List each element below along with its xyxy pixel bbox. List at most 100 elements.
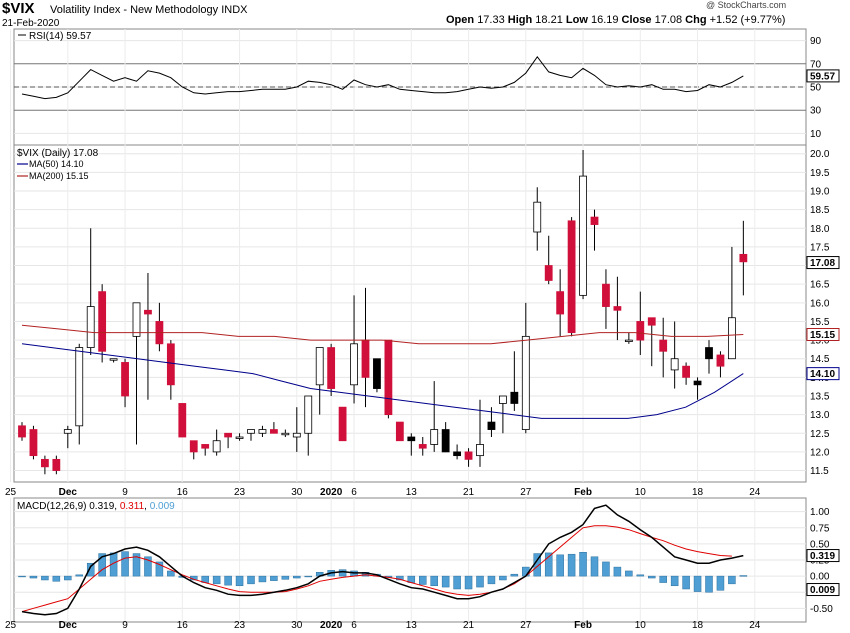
candle-body [166, 343, 175, 386]
macd-histogram-bar [41, 575, 49, 581]
ma200-line [21, 324, 744, 345]
x-tick-label: 21 [463, 487, 475, 498]
candle-body [636, 321, 645, 341]
macd-tick-label: -0.50 [810, 604, 833, 615]
chart-date: 21-Feb-2020 [2, 18, 60, 29]
last-price-label: 17.08 [806, 256, 840, 270]
macd-histogram-bar [499, 575, 507, 581]
candle-body [189, 440, 198, 453]
macd-histogram-bar [625, 570, 633, 577]
x-tick-label-bottom: 13 [406, 620, 418, 631]
macd-histogram-bar [121, 551, 129, 577]
candle-body [86, 306, 95, 348]
candle-body [498, 395, 507, 404]
candle-body [533, 201, 542, 233]
macd-histogram-bar [212, 575, 221, 585]
rsi-tick-label: 70 [810, 59, 822, 70]
macd-histogram-bar [659, 575, 667, 583]
x-tick-label: 13 [406, 487, 418, 498]
candle-body [510, 391, 519, 404]
open-value: 17.33 [477, 14, 505, 26]
candle-body [41, 458, 49, 468]
candle-body [98, 291, 107, 352]
macd-last-label: 0.319 [806, 549, 840, 563]
macd-histogram-bar [64, 575, 72, 581]
rsi-last-label-box [806, 69, 840, 83]
x-tick-label: 24 [749, 487, 761, 498]
price-tick-label: 15.0 [810, 336, 830, 347]
candle-body [659, 339, 668, 352]
price-tick-label: 15.5 [810, 317, 830, 328]
x-tick-label-bottom: 18 [692, 620, 704, 631]
macd-histogram-bar [544, 552, 553, 577]
chg-value: +1.52 (+9.77%) [709, 14, 786, 26]
macd-histogram-bar [258, 575, 267, 583]
macd-histogram-bar [293, 575, 301, 579]
macd-histogram-bar [155, 561, 164, 577]
candle-body [144, 309, 152, 315]
x-tick-label: 10 [635, 487, 647, 498]
candle-body [235, 436, 244, 439]
price-tick-label: 11.5 [810, 466, 829, 477]
candle-body [178, 403, 187, 438]
macd-tick-label: 0.00 [810, 572, 830, 583]
rsi-legend-text: RSI(14) 59.57 [29, 31, 92, 42]
price-legend: $VIX (Daily) 17.08 MA(50) 14.10 MA(200) … [17, 148, 99, 181]
x-tick-label: 23 [234, 487, 246, 498]
x-tick-label-bottom: 6 [351, 620, 357, 631]
x-tick-label: 9 [122, 487, 128, 498]
macd-histogram-bar [224, 575, 232, 586]
macd-histogram-bar [281, 575, 290, 580]
macd-histogram-bar [567, 553, 576, 577]
x-tick-label: 30 [291, 487, 303, 498]
candle-body [315, 347, 324, 386]
macd-tick-label: 1.00 [810, 507, 830, 518]
price-tick-label: 18.5 [810, 205, 830, 216]
candle-body [579, 175, 587, 296]
rsi-last-label-text: 59.57 [810, 71, 835, 82]
low-label: Low [565, 14, 588, 26]
ma50-price-label-text: 14.10 [810, 369, 835, 380]
macd-histogram-bar [705, 575, 713, 593]
macd-histogram-bar [579, 552, 587, 577]
macd-legend-prefix: MACD(12,26,9) [17, 501, 86, 512]
candle-body [693, 380, 702, 386]
macd-histogram-bar [270, 575, 278, 581]
ma200-price-label-text: 15.15 [810, 330, 835, 341]
last-price-label-text: 17.08 [810, 258, 835, 269]
x-tick-label-bottom: 10 [635, 620, 647, 631]
candle-body [52, 458, 61, 471]
candle-body [453, 451, 462, 457]
candle-body [602, 283, 610, 307]
macd-histogram-bar [396, 575, 404, 581]
macd-histogram-bar [167, 570, 175, 577]
macd-hist-label: 0.009 [806, 583, 840, 597]
macd-legend-macd: 0.319 [89, 501, 114, 512]
ma50-price-label: 14.10 [806, 367, 840, 381]
macd-histogram-bar [304, 575, 312, 578]
candle-body [338, 406, 347, 442]
x-tick-label: 6 [351, 487, 357, 498]
x-tick-label: Dec [59, 487, 78, 498]
rsi-legend: RSI(14) 59.57 [18, 31, 92, 42]
macd-histogram-bar [419, 575, 427, 585]
macd-histogram-bar [132, 553, 141, 577]
x-tick-label-bottom: 27 [520, 620, 532, 631]
candle-body [292, 432, 301, 438]
x-tick-label: 25 [5, 487, 17, 498]
x-tick-label-bottom: Dec [59, 620, 78, 631]
x-tick-label-bottom: 2020 [320, 620, 343, 631]
price-tick-label: 13.0 [810, 410, 830, 421]
high-value: 18.21 [535, 14, 563, 26]
x-tick-label-bottom: 24 [749, 620, 761, 631]
low-value: 16.19 [590, 14, 619, 26]
macd-histogram-bar [648, 575, 656, 579]
candle-body [281, 432, 290, 436]
macd-histogram-bar [716, 575, 725, 591]
symbol-description: Volatility Index - New Methodology INDX [50, 4, 248, 16]
macd-histogram-bar [98, 553, 106, 577]
macd-tick-label: 0.75 [810, 523, 830, 534]
candle-body [121, 362, 129, 397]
macd-legend: MACD(12,26,9) 0.319, 0.311, 0.009 [17, 501, 175, 512]
